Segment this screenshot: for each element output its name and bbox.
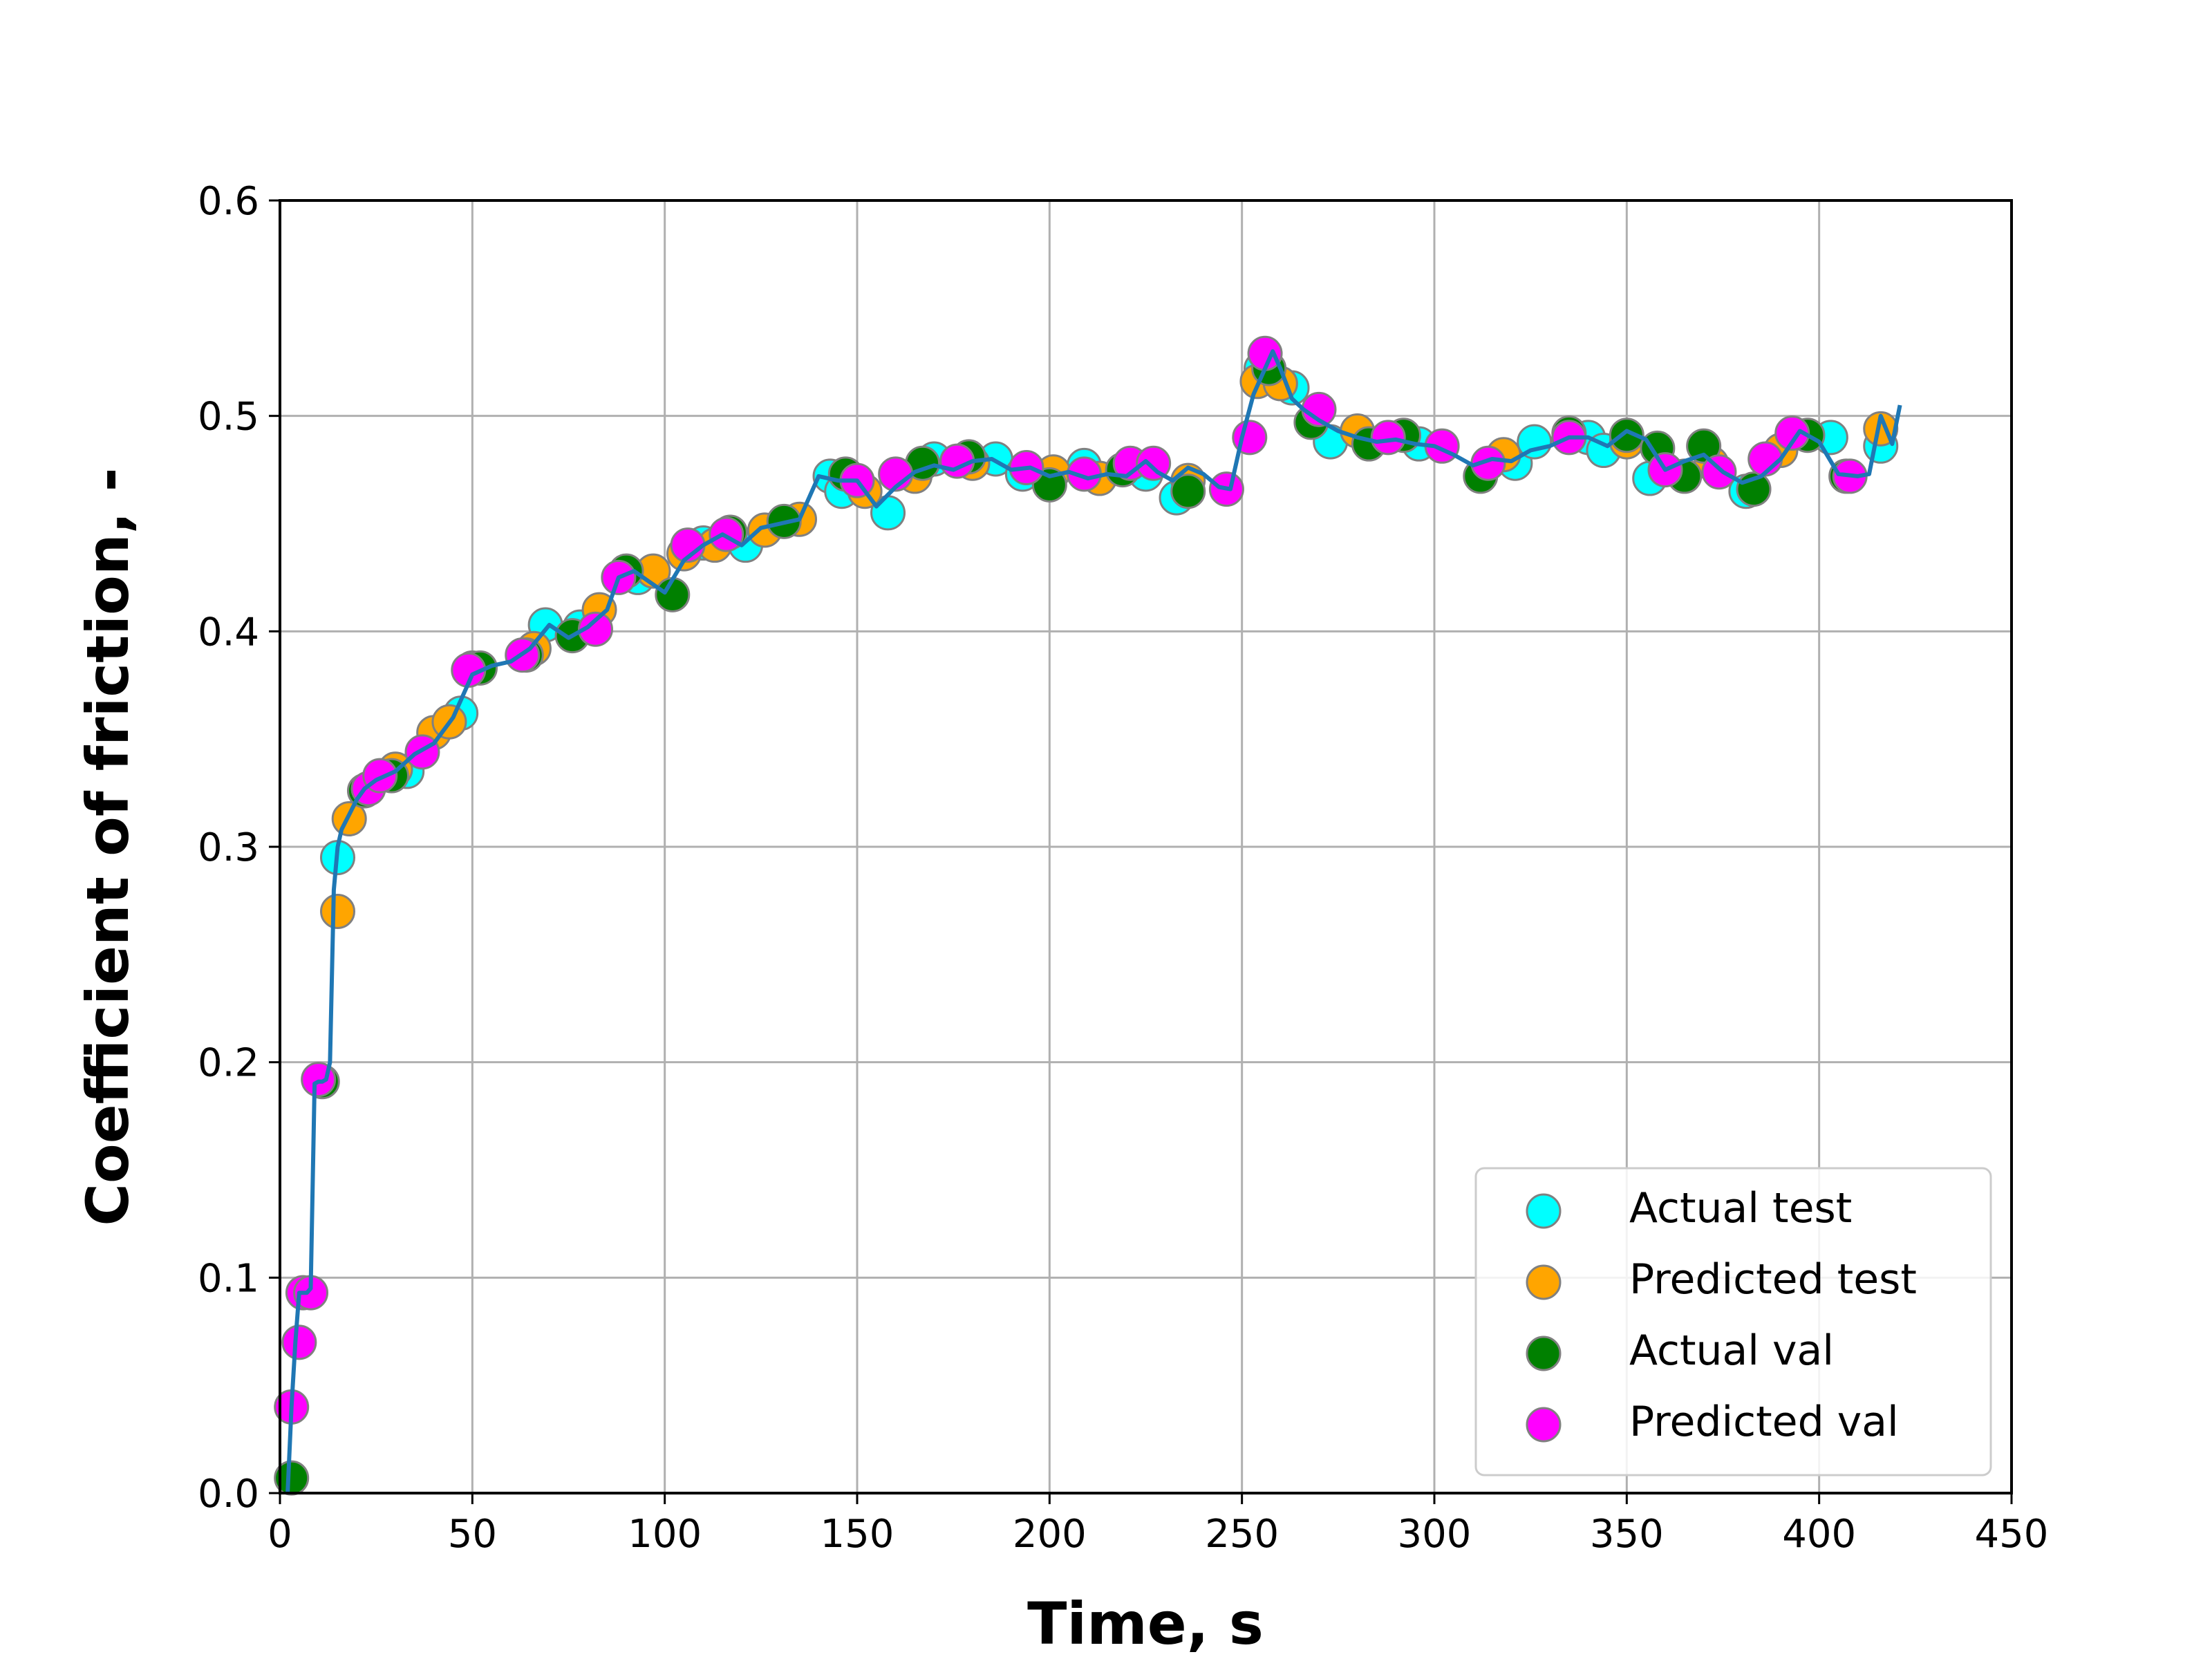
scatter-series-3: [274, 335, 1868, 1425]
y-tick-label: 0.3: [198, 825, 259, 870]
x-tick-label: 400: [1782, 1512, 1856, 1557]
scatter-point: [1774, 415, 1810, 451]
x-tick-label: 250: [1205, 1512, 1279, 1557]
x-tick-label: 50: [448, 1512, 497, 1557]
x-tick-label: 150: [821, 1512, 894, 1557]
scatter-point: [281, 1324, 317, 1360]
scatter-point: [1370, 420, 1406, 456]
legend-marker: [1526, 1407, 1562, 1443]
x-tick-label: 200: [1013, 1512, 1087, 1557]
prediction-line: [285, 349, 1902, 1494]
y-tick-label: 0.1: [198, 1256, 259, 1301]
legend-marker: [1526, 1264, 1562, 1300]
x-axis-title: Time, s: [1027, 1590, 1264, 1658]
legend-marker: [1526, 1193, 1562, 1229]
scatter-point: [320, 894, 355, 929]
legend-box: [1474, 1167, 1992, 1477]
y-tick-label: 0.0: [198, 1472, 259, 1517]
scatter-point: [1517, 424, 1553, 460]
scatter-point: [577, 611, 613, 647]
x-tick-label: 100: [628, 1512, 702, 1557]
plot-series: [274, 335, 1902, 1496]
y-tick-label: 0.2: [198, 1041, 259, 1086]
y-axis-title: Coefficient of friction, -: [74, 467, 142, 1226]
legend-label: Predicted test: [1629, 1255, 1917, 1304]
y-tick-label: 0.5: [198, 395, 259, 440]
x-tick-label: 450: [1975, 1512, 2049, 1557]
x-tick-label: 300: [1398, 1512, 1472, 1557]
scatter-point: [1686, 428, 1722, 464]
scatter-point: [1170, 474, 1206, 509]
scatter-point: [1136, 445, 1172, 481]
x-axis: 0 50 100 150 200 250 300 350 400 450: [268, 1493, 2048, 1557]
scatter-point: [1609, 418, 1644, 453]
y-tick-label: 0.6: [198, 179, 259, 224]
legend-label: Predicted val: [1629, 1398, 1899, 1446]
y-axis: 0.0 0.1 0.2 0.3 0.4 0.5 0.6: [198, 179, 280, 1517]
legend-label: Actual test: [1629, 1184, 1852, 1232]
x-tick-label: 350: [1590, 1512, 1664, 1557]
legend-marker: [1526, 1335, 1562, 1371]
legend: Actual test Predicted test Actual val Predi…: [1474, 1167, 1992, 1477]
scatter-point: [274, 1460, 310, 1496]
y-tick-label: 0.4: [198, 610, 259, 655]
legend-label: Actual val: [1629, 1327, 1834, 1375]
x-tick-label: 0: [268, 1512, 292, 1557]
